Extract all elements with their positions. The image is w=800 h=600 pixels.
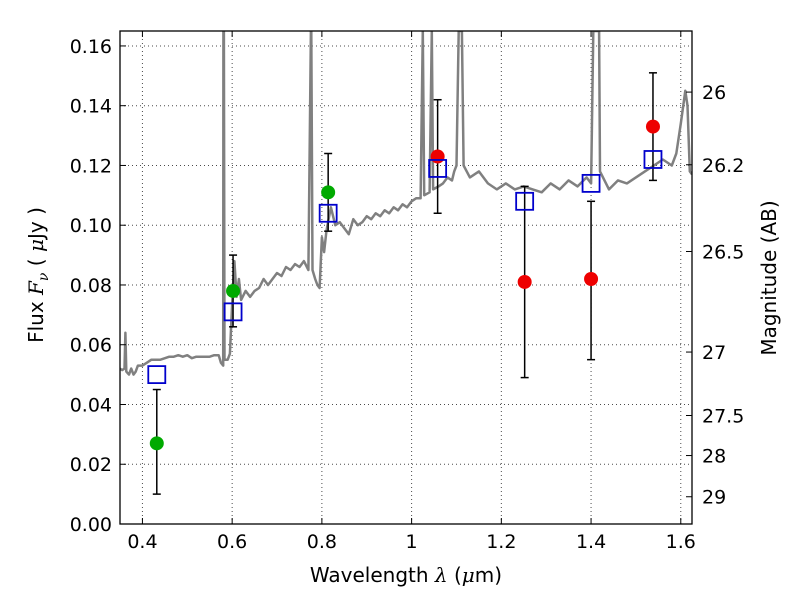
x-tick-label: 1	[406, 531, 418, 553]
y-tick-label: 0.12	[70, 155, 112, 177]
observed-point	[430, 149, 445, 164]
mag-tick-label: 26	[702, 82, 726, 104]
observed-point	[584, 271, 599, 286]
observed-point	[517, 274, 532, 289]
plot-frame	[119, 30, 693, 525]
grid	[120, 31, 692, 525]
spectrum-line	[120, 31, 692, 376]
mag-tick-label: 27	[702, 342, 726, 364]
model-square	[515, 191, 535, 211]
mag-tick-label: 28	[702, 446, 726, 468]
mag-tick-label: 29	[702, 487, 726, 509]
x-tick-label: 0.4	[127, 531, 157, 553]
observed-point	[645, 119, 660, 134]
x-tick-label: 1.4	[576, 531, 606, 553]
x-tick-label: 0.6	[217, 531, 247, 553]
y2-axis-label: Magnitude (AB)	[757, 200, 781, 355]
model-square	[428, 159, 448, 178]
model-square	[147, 365, 167, 385]
x-tick-label: 0.8	[307, 531, 337, 553]
model-square	[643, 150, 663, 169]
mag-tick-label: 26.2	[702, 155, 744, 177]
x-tick-label: 1.6	[666, 531, 696, 553]
y-tick-label: 0.02	[70, 454, 112, 476]
x-axis-label: Wavelength λ (μm)	[310, 563, 502, 587]
y-axis-label: Flux Fν ( μJy )	[24, 207, 52, 343]
observed-point	[149, 436, 164, 451]
observed-point	[226, 283, 241, 298]
x-tick-label: 1.2	[486, 531, 516, 553]
mag-tick-label: 26.5	[702, 241, 744, 263]
y-tick-label: 0.08	[70, 275, 112, 297]
axis-ticks: 0.4 0.6 0.8 1 1.2 1.4 1.6 0.00 0.02 0.04 0.06 0.08 0…	[70, 31, 744, 553]
y-tick-label: 0.00	[70, 514, 112, 536]
model-square	[581, 173, 601, 193]
y-tick-label: 0.06	[70, 335, 112, 357]
observed-point	[321, 185, 336, 200]
mag-tick-label: 27.5	[702, 406, 744, 428]
y-tick-label: 0.10	[70, 215, 112, 237]
model-square	[223, 302, 243, 322]
y-tick-label: 0.16	[70, 36, 112, 58]
plot-data	[120, 31, 692, 495]
y-tick-label: 0.04	[70, 394, 112, 416]
model-square	[318, 203, 338, 223]
y-tick-label: 0.14	[70, 96, 112, 118]
